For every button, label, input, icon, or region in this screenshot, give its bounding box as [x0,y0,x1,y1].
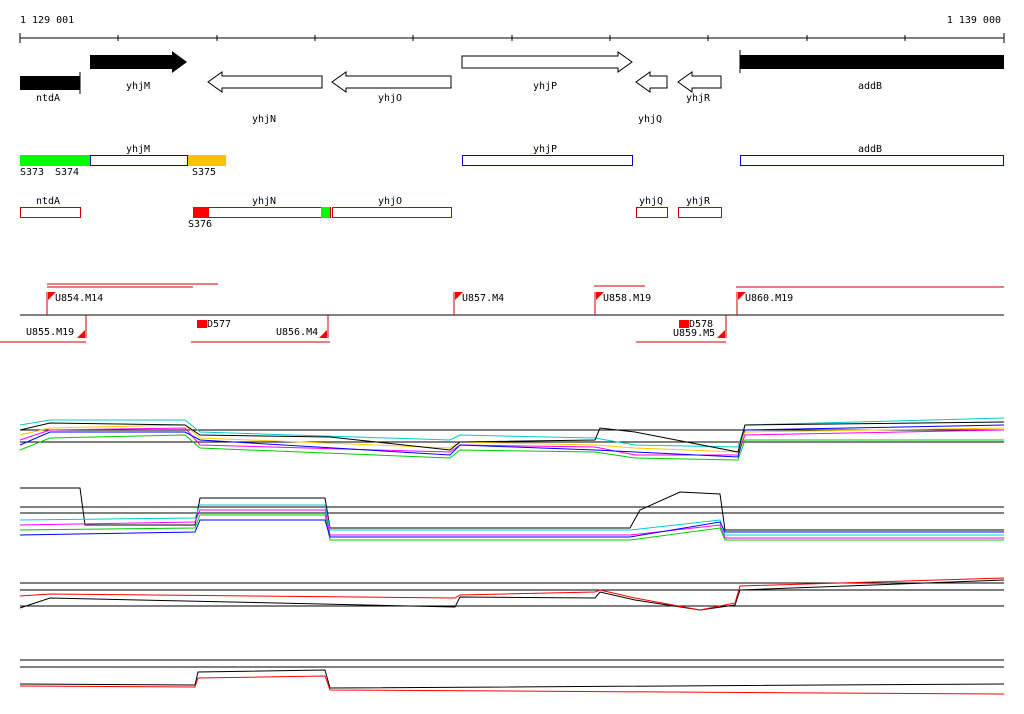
expression-trace [19,519,1004,538]
transcript-flags [48,292,746,338]
gene-label: addB [858,81,882,92]
gene-label: yhjN [252,114,276,125]
reference-line [20,582,1004,607]
gene [677,71,722,93]
feature-label: yhjO [378,196,402,207]
site-label: S375 [192,167,216,178]
gene-label: ntdA [36,93,60,104]
flag [455,292,463,300]
transcript-track [0,283,1004,343]
expression-trace [19,675,1005,695]
flag [319,330,327,338]
gene [20,76,80,90]
feature-label: ntdA [36,196,60,207]
expression-trace [19,577,1005,611]
expression-trace [19,417,1005,448]
transcript-stem [46,292,738,338]
reference-line [20,506,1004,514]
gene-label: yhjQ [638,114,662,125]
feature [193,207,331,218]
expression-panel [19,417,1005,461]
segment-label: D577 [207,319,231,330]
transcript-label: U856.M4 [276,327,318,338]
site [20,155,90,166]
expression-trace [19,424,1005,453]
reference-line [20,429,1004,443]
gene-label: yhjM [126,81,150,92]
flag [596,292,604,300]
expression-trace [19,579,1005,611]
expression-panel [19,659,1005,695]
transcript-label: U858.M19 [603,293,651,304]
feature-label: yhjN [252,196,276,207]
gene [331,71,452,93]
gene-track: ntdA yhjM yhjN yhjO yhjP yhjQ yhjR addB [20,50,1004,125]
transcript-label: U860.M19 [745,293,793,304]
feature [462,155,633,166]
expression-trace [19,421,1005,453]
gene [740,55,1004,69]
gene-label: yhjR [686,93,711,104]
expression-trace [19,424,1005,458]
flag [717,330,725,338]
expression-trace [19,509,1004,539]
site-label: S373 [20,167,44,178]
feature-label: yhjP [533,144,557,155]
expression-panel [19,577,1005,611]
reference-line [20,659,1004,668]
segment-label: D578 [689,319,713,330]
gene-label: yhjP [533,81,557,92]
feature-row: ntdA yhjN yhjO yhjQ yhjR S376 [20,196,722,230]
site [188,155,226,166]
feature [90,155,188,166]
expression-trace [19,514,1004,541]
site [193,207,209,218]
ruler-start: 1 129 001 [20,15,74,26]
feature [332,207,452,218]
ruler-ticks [19,33,1005,43]
gene [461,51,633,73]
expression-panel [19,487,1004,541]
ruler: 1 129 001 1 139 000 [19,15,1005,43]
ruler-end: 1 139 000 [947,15,1001,26]
gene [635,71,668,93]
feature-row: yhjM yhjP addB S373 S374 S375 [20,144,1004,178]
expression-trace [19,434,1004,461]
transcript-span [0,283,1004,343]
flag [738,292,746,300]
feature [740,155,1004,166]
flag [77,330,85,338]
site-label: S376 [188,219,212,230]
transcript-label: U854.M14 [55,293,103,304]
expression-trace [20,487,1004,531]
site-label: S374 [55,167,79,178]
feature-label: yhjM [126,144,150,155]
feature [636,207,668,218]
transcript-label: U857.M4 [462,293,504,304]
site [321,207,330,218]
feature [20,207,81,218]
gene-label: yhjO [378,93,402,104]
feature-label: yhjR [686,196,711,207]
flag [48,292,56,300]
gene [90,51,187,73]
feature [678,207,722,218]
feature-label: yhjQ [639,196,663,207]
flag [679,320,689,328]
expression-trace [19,504,1004,536]
transcript-label: U855.M19 [26,327,74,338]
transcript-label: U859.M5 [673,328,715,339]
expression-trace [19,669,1005,689]
gene [207,71,323,93]
flag [197,320,207,328]
feature-label: addB [858,144,882,155]
